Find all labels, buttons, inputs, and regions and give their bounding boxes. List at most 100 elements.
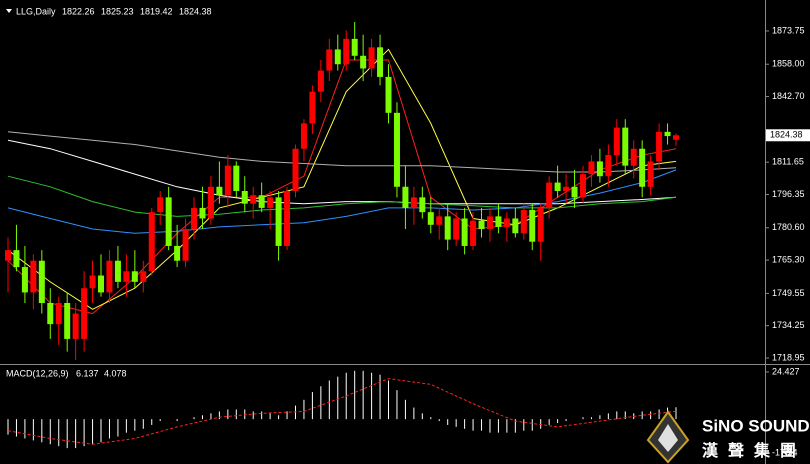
candle-body	[343, 38, 350, 65]
candle-body	[191, 207, 198, 230]
candle-body	[300, 123, 307, 149]
candle-body	[89, 275, 96, 289]
candle-body	[605, 155, 612, 177]
candle-body	[216, 186, 223, 196]
candle-body	[148, 212, 155, 272]
candle-body	[21, 267, 28, 293]
candle-body	[529, 210, 536, 242]
moving-average	[7, 131, 677, 173]
candle-body	[98, 275, 105, 293]
candle-body	[123, 271, 130, 282]
macd-title: MACD(12,26,9)	[6, 368, 69, 378]
candle-body	[47, 302, 54, 325]
candle-body	[453, 218, 460, 240]
candle-body	[673, 135, 679, 140]
candle-body	[106, 260, 113, 293]
candle-body	[630, 148, 637, 166]
candle-body	[427, 212, 434, 225]
candle-body	[419, 197, 426, 213]
y-tick-label: 1842.70	[772, 91, 805, 101]
ohlc-close: 1824.38	[179, 6, 212, 16]
candle-body	[275, 197, 282, 246]
y-tick-label: 1765.30	[772, 254, 805, 264]
candle-body	[351, 38, 358, 56]
candle-body	[402, 186, 409, 208]
candle-body	[385, 76, 392, 113]
candle-body	[140, 271, 147, 282]
macd-value: 6.137	[76, 368, 99, 378]
candle-body	[360, 55, 367, 69]
candle-body	[486, 216, 493, 230]
candle-body	[182, 229, 189, 261]
candle-body	[613, 127, 620, 156]
candle-body	[563, 186, 570, 192]
candle-body	[199, 207, 206, 219]
moving-average	[7, 139, 677, 205]
menu-arrow	[6, 9, 12, 13]
logo-inner	[658, 424, 678, 452]
candle-body	[470, 220, 477, 246]
price-tag	[766, 129, 810, 142]
y-tick-label: 1873.75	[772, 25, 805, 35]
candle-body	[13, 250, 20, 268]
signal-value: 4.078	[104, 368, 127, 378]
logo-chinese: 漢聲集團	[702, 441, 806, 460]
symbol-title: LLG,Daily	[16, 6, 56, 16]
y-tick-label: 1734.25	[772, 320, 805, 330]
candle-body	[233, 165, 240, 192]
candle-body	[478, 220, 485, 230]
moving-average	[7, 169, 677, 234]
candle-body	[495, 216, 502, 227]
signal-line	[7, 378, 677, 445]
candle-body	[55, 302, 62, 325]
candle-body	[157, 197, 164, 213]
candle-body	[554, 182, 561, 192]
candle-body	[368, 47, 375, 69]
candle-body	[284, 191, 291, 246]
candle-body	[81, 288, 88, 339]
logo: SiNO SOUND 漢聲集團	[646, 410, 810, 464]
candle-body	[114, 260, 121, 282]
candle-body	[309, 91, 316, 124]
y-tick-label: 1780.60	[772, 222, 805, 232]
y-tick-label: 1858.00	[772, 59, 805, 69]
candle-body	[292, 148, 299, 192]
candle-body	[165, 197, 172, 246]
current-price: 1824.38	[770, 130, 803, 140]
moving-average	[7, 48, 677, 310]
candle-body	[571, 186, 578, 198]
candle-body	[224, 165, 231, 196]
ohlc-open: 1822.26	[62, 6, 95, 16]
candle-body	[656, 131, 663, 162]
logo-brand: SiNO SOUND	[702, 416, 810, 435]
candle-body	[596, 161, 603, 177]
candle-body	[622, 127, 629, 166]
y-tick-label: 24.427	[772, 366, 800, 376]
y-tick-label: 1811.65	[772, 157, 804, 167]
candle-body	[664, 131, 671, 137]
candle-body	[258, 195, 265, 208]
candle-body	[436, 216, 443, 225]
candle-body	[30, 260, 37, 293]
moving-average	[7, 175, 677, 217]
y-tick-label: -17.54	[772, 447, 798, 457]
candle-body	[64, 302, 71, 339]
candle-body	[174, 245, 181, 261]
candle-body	[326, 49, 333, 71]
candle-body	[241, 191, 248, 204]
candle-body	[520, 210, 527, 234]
candle-body	[72, 313, 79, 339]
candle-body	[503, 218, 510, 227]
candle-body	[647, 161, 654, 187]
candle-body	[639, 148, 646, 187]
y-tick-label: 1749.55	[772, 288, 805, 298]
candle-body	[537, 207, 544, 242]
y-tick-label: 1718.95	[772, 352, 805, 362]
candle-body	[38, 260, 45, 303]
candle-body	[131, 271, 138, 282]
candle-body	[393, 112, 400, 187]
candle-body	[588, 161, 595, 175]
candle-body	[461, 218, 468, 246]
candle-body	[5, 250, 11, 261]
